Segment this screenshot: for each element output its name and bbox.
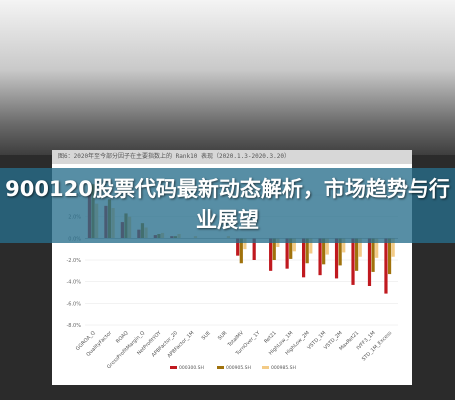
bar: [272, 238, 276, 260]
x-tick-label: ROAQ: [115, 330, 130, 345]
bar: [351, 238, 355, 285]
bar: [243, 238, 247, 250]
bar: [309, 238, 313, 254]
y-tick-label: -2.0%: [66, 258, 81, 264]
chart-caption: 图6：2020年至今部分因子在主要指数上的 Rank10 表现（2020.1.3…: [52, 150, 412, 164]
x-tick-label: SUR: [217, 330, 229, 342]
bar: [338, 238, 342, 266]
bar: [371, 238, 375, 272]
bar: [239, 238, 243, 264]
y-tick-label: -4.0%: [66, 280, 81, 286]
bar: [236, 238, 240, 256]
bar: [289, 238, 293, 259]
bar: [334, 238, 339, 279]
legend-swatch: [217, 366, 224, 369]
bar: [269, 238, 273, 271]
bar: [355, 238, 359, 271]
bar: [292, 238, 296, 252]
x-tick-label: Ret21: [263, 330, 278, 345]
y-tick-label: -8.0%: [66, 323, 81, 329]
y-tick-label: -6.0%: [66, 301, 81, 307]
bar: [322, 238, 326, 265]
legend-label: 000905.SH: [226, 365, 251, 371]
article-headline: 900120股票代码最新动态解析，市场趋势与行业展望: [5, 177, 450, 232]
bar: [285, 238, 289, 269]
bar: [318, 238, 322, 276]
bar: [252, 238, 256, 260]
bar: [305, 238, 309, 264]
bar: [342, 238, 346, 253]
legend-label: 000985.SH: [271, 365, 296, 371]
bar: [391, 238, 395, 257]
x-tick-label: SUE: [201, 330, 212, 341]
bar: [384, 238, 388, 294]
x-tick-label: STD_1M_Excess: [361, 330, 394, 363]
headline-banner: [0, 168, 455, 243]
bar: [375, 238, 379, 258]
legend-swatch: [262, 366, 269, 369]
bar: [387, 238, 392, 275]
bar: [301, 238, 306, 278]
legend-label: 000300.SH: [179, 365, 204, 371]
bar: [367, 238, 372, 286]
background-top: [0, 0, 455, 155]
bar: [358, 238, 362, 257]
bar: [325, 238, 329, 255]
chart-legend: 000300.SH 000905.SH 000985.SH: [170, 365, 296, 371]
legend-swatch: [170, 366, 177, 369]
